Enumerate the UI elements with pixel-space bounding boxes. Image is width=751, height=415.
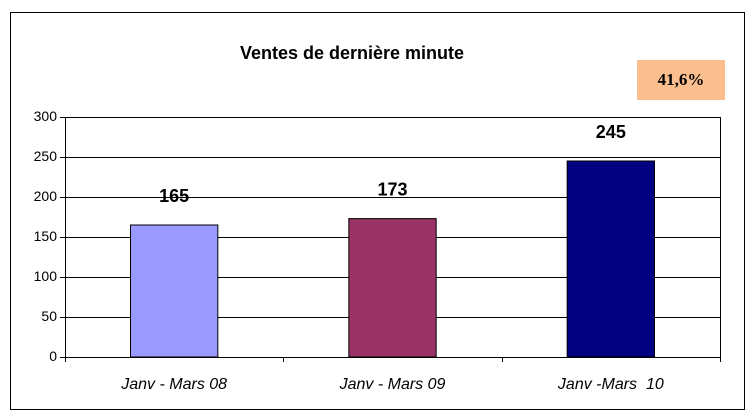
- bar: [348, 218, 437, 358]
- y-tick-label: 100: [34, 268, 58, 284]
- bar: [566, 160, 656, 358]
- annotation-box: [637, 60, 725, 100]
- data-label: 165: [159, 186, 189, 206]
- y-tick-label: 300: [34, 108, 58, 124]
- x-tick-label: Janv -Mars 10: [557, 376, 664, 393]
- y-tick-label: 150: [34, 228, 58, 244]
- chart-title: Ventes de dernière minute: [240, 43, 464, 63]
- y-tick-label: 0: [49, 348, 57, 364]
- data-label: 245: [596, 122, 626, 142]
- y-tick-label: 50: [41, 308, 57, 324]
- annotation: 41,6%: [658, 70, 705, 89]
- x-tick-label: Janv - Mars 09: [339, 376, 446, 393]
- y-tick-label: 250: [34, 148, 58, 164]
- data-label: 173: [377, 179, 407, 199]
- y-tick-label: 200: [34, 188, 58, 204]
- x-tick-label: Janv - Mars 08: [120, 376, 227, 393]
- bar: [130, 224, 219, 358]
